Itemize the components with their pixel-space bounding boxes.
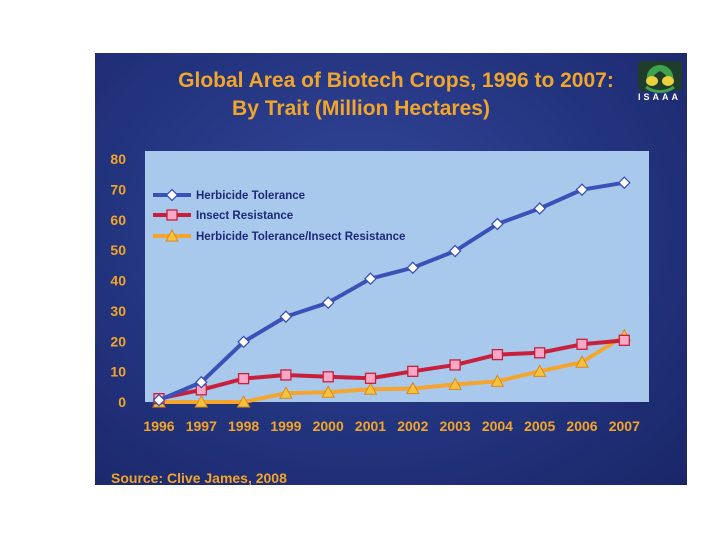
data-point [617, 176, 631, 190]
plot-area [145, 151, 649, 402]
series-line [158, 180, 625, 403]
y-tick-label: 60 [110, 212, 126, 228]
data-point [280, 369, 292, 381]
x-tick-label: 2005 [524, 418, 555, 434]
data-point [533, 202, 547, 215]
chart-title-line1: Global Area of Biotech Crops, 1996 to 20… [178, 69, 614, 92]
data-point [406, 261, 420, 275]
series-0 [152, 176, 631, 407]
legend: Herbicide Tolerance Insect Resistance Herb… [153, 188, 405, 243]
data-point [448, 377, 462, 390]
x-tick-label: 1999 [270, 418, 301, 434]
x-tick-label: 1996 [143, 418, 174, 434]
y-tick-label: 20 [110, 333, 126, 349]
data-point [363, 382, 378, 395]
y-tick-label: 0 [118, 394, 126, 410]
series-group [152, 176, 632, 408]
data-point [321, 385, 336, 398]
source-note: Source: Clive James, 2008 [111, 470, 287, 486]
y-tick-label: 10 [110, 364, 126, 380]
data-point [405, 381, 420, 395]
isaaa-logo-icon [638, 61, 682, 93]
x-tick-label: 2004 [482, 418, 513, 434]
data-point [407, 365, 419, 377]
data-point [618, 334, 630, 346]
data-point [279, 386, 293, 399]
data-point [490, 374, 505, 387]
series-line [158, 338, 625, 401]
data-point [165, 188, 179, 202]
data-point [237, 372, 250, 385]
y-tick-label: 50 [110, 242, 126, 258]
x-tick-label: 1997 [186, 418, 217, 434]
data-point [152, 393, 166, 407]
data-point [575, 355, 589, 368]
y-tick-label: 30 [110, 303, 126, 319]
series-line [159, 334, 626, 404]
legend-item: Herbicide Tolerance/Insect Resistance [153, 228, 405, 243]
line-chart: 0 10 20 30 40 50 60 70 80 1996 1997 1998 1999 2000 20… [110, 151, 649, 434]
data-point [236, 394, 251, 408]
data-point [194, 375, 208, 389]
data-point [491, 348, 504, 361]
data-point [194, 394, 209, 408]
legend-label: Herbicide Tolerance [196, 190, 305, 202]
legend-label: Herbicide Tolerance/Insect Resistance [196, 231, 405, 243]
data-point [448, 244, 462, 258]
slide: Global Area of Biotech Crops, 1996 to 20… [95, 53, 687, 486]
legend-label: Insect Resistance [196, 210, 293, 222]
x-tick-label: 2006 [566, 418, 597, 434]
data-point [322, 371, 334, 383]
x-tick-label: 2003 [440, 418, 471, 434]
x-tick-label: 1998 [228, 418, 259, 434]
legend-item: Insect Resistance [153, 209, 293, 222]
y-tick-label: 40 [110, 273, 126, 289]
data-point [534, 347, 546, 359]
logo-text: ISAAA [638, 92, 682, 102]
x-tick-label: 2001 [355, 418, 386, 434]
y-tick-label: 80 [110, 151, 126, 167]
data-point [279, 310, 293, 324]
chart-title-line2: By Trait (Million Hectares) [232, 97, 490, 120]
x-axis: 1996 1997 1998 1999 2000 2001 2002 2003 2004 2005… [143, 418, 640, 434]
data-point [576, 338, 588, 350]
y-tick-label: 70 [110, 181, 126, 197]
y-axis: 0 10 20 30 40 50 60 70 80 [110, 151, 126, 410]
data-point [166, 209, 178, 221]
data-point [575, 183, 589, 197]
data-point [532, 364, 547, 377]
data-point [165, 228, 179, 242]
data-point [237, 335, 251, 349]
data-point [321, 296, 335, 310]
data-point [364, 372, 377, 384]
data-point [490, 217, 504, 231]
x-tick-label: 2002 [397, 418, 428, 434]
data-point [449, 359, 461, 371]
data-point [364, 272, 377, 286]
x-tick-label: 2000 [313, 418, 344, 434]
legend-item: Herbicide Tolerance [153, 188, 305, 202]
x-tick-label: 2007 [609, 418, 640, 434]
